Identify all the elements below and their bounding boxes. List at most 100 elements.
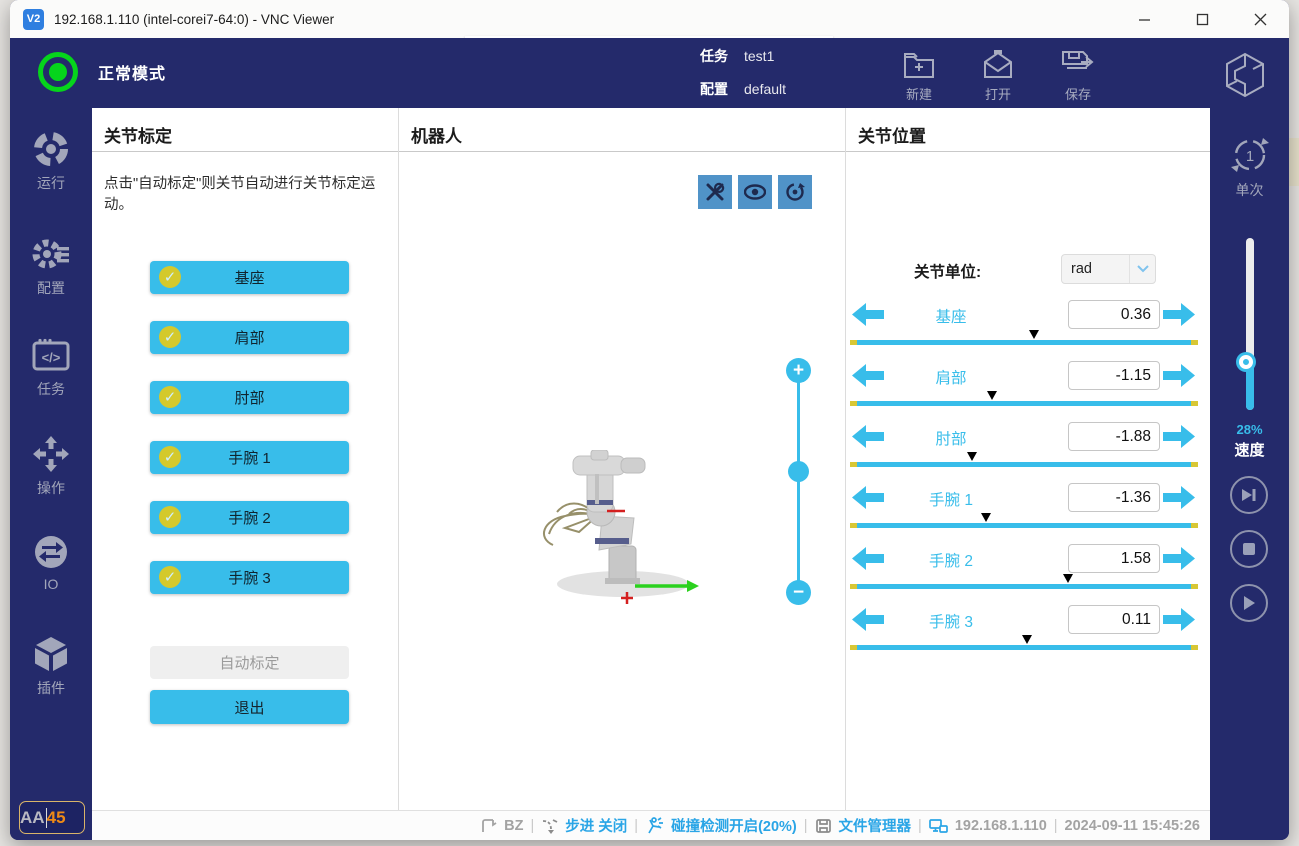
joint-jog-row: 手腕 2 (846, 543, 1210, 604)
sidebar-item-config[interactable]: 配置 (10, 235, 92, 298)
collision-detect-status[interactable]: 碰撞检测开启(20%) (671, 819, 797, 835)
jog-minus-button[interactable] (852, 547, 884, 570)
single-label: 单次 (1235, 182, 1264, 198)
file-manager-link[interactable]: 文件管理器 (838, 819, 912, 835)
view-visibility-button[interactable] (738, 175, 772, 209)
robot-3d-view[interactable] (535, 450, 715, 610)
joint-value-input[interactable] (1068, 544, 1160, 573)
zoom-slider-track[interactable] (797, 382, 800, 587)
save-button[interactable]: 保存 (1061, 50, 1095, 103)
eye-icon (744, 184, 766, 200)
reset-view-icon (786, 183, 805, 201)
zoom-in-button[interactable]: + (786, 358, 811, 383)
joint-name: 手腕 2 (929, 553, 973, 570)
exit-button[interactable]: 退出 (150, 690, 349, 724)
check-icon: ✓ (159, 386, 181, 408)
chevron-down-icon (1129, 255, 1155, 283)
sidebar-item-label: 插件 (37, 680, 65, 696)
right-control-sidebar: 1 单次 28% 速度 (1210, 108, 1289, 840)
single-run-toggle[interactable]: 1 单次 (1210, 134, 1289, 200)
check-icon: ✓ (159, 566, 181, 588)
speed-label: 速度 (1234, 442, 1265, 459)
joint-range-track[interactable] (850, 330, 1198, 345)
jog-plus-button[interactable] (1163, 486, 1195, 509)
jog-plus-button[interactable] (1163, 425, 1195, 448)
open-button[interactable]: 打开 (982, 50, 1014, 103)
calibrate-elbow-button[interactable]: ✓ 肘部 (150, 381, 349, 414)
step-mode-status[interactable]: 步进 关闭 (565, 819, 628, 835)
calibrate-button-label: 肘部 (234, 390, 265, 407)
speed-slider-knob[interactable] (1239, 354, 1253, 369)
joint-range-track[interactable] (850, 635, 1198, 650)
run-icon (34, 132, 68, 166)
jog-plus-button[interactable] (1163, 608, 1195, 631)
joint-range-track[interactable] (850, 391, 1198, 406)
joint-value-input[interactable] (1068, 300, 1160, 329)
sidebar-item-operate[interactable]: 操作 (10, 435, 92, 498)
joint-jog-row: 肩部 (846, 360, 1210, 421)
joint-range-track[interactable] (850, 574, 1198, 589)
minimize-button[interactable] (1115, 0, 1173, 38)
network-icon (928, 818, 948, 833)
play-button[interactable] (1230, 584, 1268, 622)
jog-minus-button[interactable] (852, 486, 884, 509)
view-reset-button[interactable] (778, 175, 812, 209)
joint-unit-value: rad (1071, 261, 1092, 277)
operate-icon (33, 436, 69, 472)
robot-view-panel: 机器人 (399, 108, 845, 810)
sidebar-item-task[interactable]: </> 任务 (10, 338, 92, 399)
speed-slider[interactable] (1239, 238, 1254, 410)
stop-button[interactable] (1230, 530, 1268, 568)
jog-plus-button[interactable] (1163, 364, 1195, 387)
maximize-button[interactable] (1173, 0, 1231, 38)
joint-unit-dropdown[interactable]: rad (1061, 254, 1156, 284)
speed-percentage: 28% (1236, 422, 1263, 437)
joint-position-marker (966, 452, 977, 466)
zoom-slider-knob[interactable] (788, 461, 809, 482)
jog-minus-button[interactable] (852, 608, 884, 631)
badge-prefix: AA (20, 807, 47, 828)
step-run-button[interactable] (1230, 476, 1268, 514)
joint-range-track[interactable] (850, 452, 1198, 467)
calibrate-wrist2-button[interactable]: ✓ 手腕 2 (150, 501, 349, 534)
sidebar-item-run[interactable]: 运行 (10, 130, 92, 193)
jog-plus-button[interactable] (1163, 547, 1195, 570)
system-datetime: 2024-09-11 15:45:26 (1064, 817, 1200, 834)
joint-value-input[interactable] (1068, 483, 1160, 512)
joint-range-track[interactable] (850, 513, 1198, 528)
jog-plus-button[interactable] (1163, 303, 1195, 326)
calibrate-shoulder-button[interactable]: ✓ 肩部 (150, 321, 349, 354)
jog-minus-button[interactable] (852, 303, 884, 326)
single-cycle-icon: 1 (1230, 138, 1269, 172)
check-icon: ✓ (159, 266, 181, 288)
joint-position-marker (1062, 574, 1073, 588)
brand-logo-icon (1223, 52, 1267, 103)
sidebar-item-io[interactable]: IO (10, 533, 92, 592)
calibrate-wrist1-button[interactable]: ✓ 手腕 1 (150, 441, 349, 474)
close-button[interactable] (1231, 0, 1289, 38)
jog-minus-button[interactable] (852, 425, 884, 448)
collision-detect-icon (648, 817, 664, 834)
joint-value-input[interactable] (1068, 605, 1160, 634)
joint-value-input[interactable] (1068, 361, 1160, 390)
window-title: 192.168.1.110 (intel-corei7-64:0) - VNC … (54, 11, 335, 27)
config-label: 配置 (700, 81, 728, 97)
sidebar-item-label: 运行 (37, 175, 65, 191)
calibrate-wrist3-button[interactable]: ✓ 手腕 3 (150, 561, 349, 594)
calibrate-button-label: 肩部 (234, 330, 265, 347)
joint-value-input[interactable] (1068, 422, 1160, 451)
joint-calibration-panel: 关节标定 点击"自动标定"则关节自动进行关节标定运动。 ✓ 基座 ✓ 肩部 ✓ … (92, 108, 399, 810)
new-file-icon (904, 53, 934, 78)
view-tools-button[interactable] (698, 175, 732, 209)
calibrate-base-button[interactable]: ✓ 基座 (150, 261, 349, 294)
auto-calibrate-button[interactable]: 自动标定 (150, 646, 349, 679)
desktop-background-strip (1289, 138, 1299, 186)
jog-minus-button[interactable] (852, 364, 884, 387)
new-button[interactable]: 新建 (903, 50, 935, 103)
sidebar-item-plugin[interactable]: 插件 (10, 635, 92, 698)
bz-label: BZ (504, 817, 524, 834)
calibration-panel-title: 关节标定 (92, 108, 398, 152)
zoom-out-button[interactable]: − (786, 580, 811, 605)
save-icon (1062, 51, 1094, 69)
main-content: 关节标定 点击"自动标定"则关节自动进行关节标定运动。 ✓ 基座 ✓ 肩部 ✓ … (92, 108, 1210, 840)
